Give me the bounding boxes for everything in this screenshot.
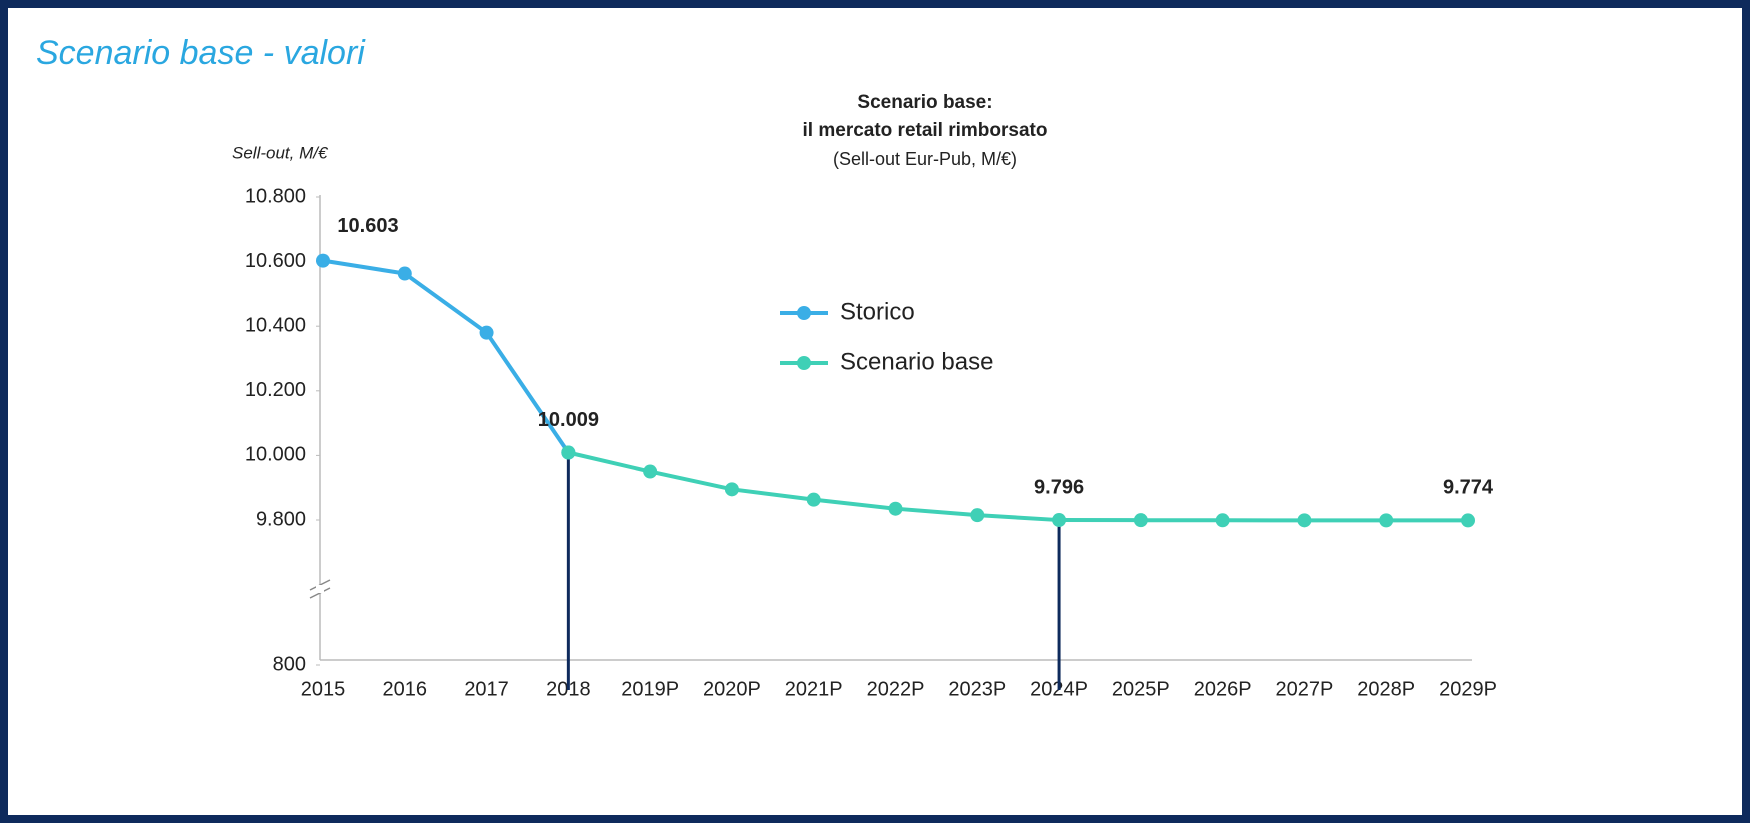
- y-tick-label: 10.400: [245, 314, 306, 336]
- chart-subtitle: (Sell-out Eur-Pub, M/€): [833, 149, 1017, 169]
- data-label: 9.774: [1443, 477, 1494, 499]
- page-title: Scenario base - valori: [36, 34, 366, 72]
- data-point: [1461, 513, 1475, 528]
- data-point: [561, 445, 576, 460]
- x-tick-label: 2026P: [1194, 678, 1252, 700]
- series-line: [567, 450, 1469, 523]
- y-tick-label: 10.800: [245, 185, 306, 207]
- data-label: 10.009: [538, 409, 599, 431]
- x-tick-label: 2028P: [1357, 678, 1415, 700]
- x-tick-label: 2017: [464, 678, 509, 700]
- x-tick-label: 2022P: [867, 678, 925, 700]
- data-point: [1215, 513, 1230, 528]
- series-line: [322, 258, 571, 454]
- x-tick-label: 2016: [383, 678, 428, 700]
- legend-label: Storico: [840, 298, 915, 325]
- legend-dot: [797, 356, 811, 370]
- x-tick-label: 2021P: [785, 678, 843, 700]
- data-label: 9.796: [1034, 476, 1084, 498]
- y-tick-label: 10.200: [245, 379, 306, 401]
- y-tick-label: 9.800: [256, 508, 306, 530]
- legend-dot: [797, 306, 811, 320]
- data-point: [1052, 513, 1067, 528]
- data-point: [888, 501, 903, 516]
- y-tick-label: 10.600: [245, 250, 306, 272]
- y-axis-label: Sell-out, M/€: [232, 143, 329, 162]
- data-point: [1379, 513, 1394, 528]
- legend-label: Scenario base: [840, 348, 993, 375]
- chart-title: il mercato retail rimborsato: [803, 120, 1048, 141]
- y-tick-label: 10.000: [245, 444, 306, 466]
- data-label: 10.603: [337, 215, 398, 237]
- x-tick-label: 2015: [301, 678, 346, 700]
- data-point: [316, 253, 330, 268]
- data-point: [643, 464, 658, 479]
- x-tick-label: 2019P: [621, 678, 679, 700]
- data-point: [1297, 513, 1312, 528]
- data-point: [724, 482, 739, 497]
- data-point: [397, 266, 412, 281]
- axis-break-gap: [316, 585, 324, 593]
- y-tick-label: 800: [273, 653, 306, 675]
- data-point: [806, 492, 821, 507]
- x-tick-label: 2029P: [1439, 678, 1497, 700]
- data-point: [479, 325, 494, 340]
- x-tick-label: 2025P: [1112, 678, 1170, 700]
- data-point: [1133, 513, 1148, 528]
- data-point: [970, 508, 985, 523]
- chart-title: Scenario base:: [857, 92, 992, 113]
- x-tick-label: 2027P: [1276, 678, 1334, 700]
- x-tick-label: 2023P: [948, 678, 1006, 700]
- x-tick-label: 2020P: [703, 678, 761, 700]
